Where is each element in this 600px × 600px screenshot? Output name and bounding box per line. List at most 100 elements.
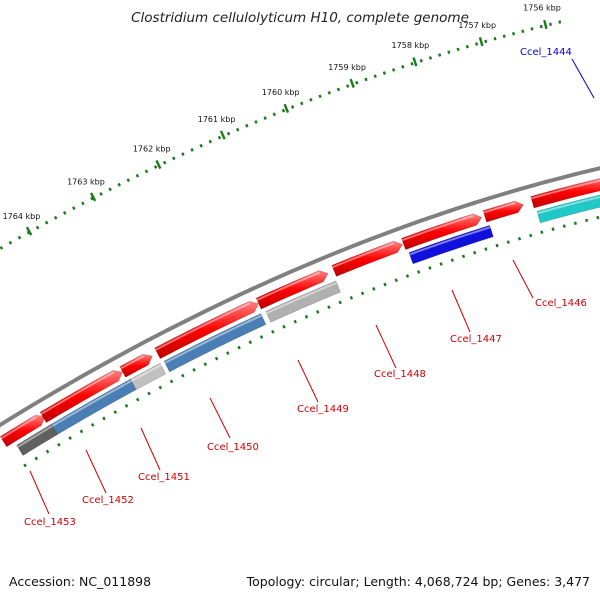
gene-label-ccel_1452: Ccel_1452	[82, 495, 134, 506]
forward-gene[interactable]	[530, 176, 600, 209]
ruler-tick	[190, 148, 194, 152]
gene-label-ccel_1449: Ccel_1449	[297, 404, 349, 415]
reverse-gene-ccel_1451[interactable]	[130, 362, 167, 391]
inner-tick	[237, 345, 241, 350]
forward-gene[interactable]	[331, 240, 403, 277]
ruler-tick	[90, 196, 94, 201]
reverse-gene-ccel_1446[interactable]	[536, 191, 600, 224]
inner-tick	[428, 266, 432, 270]
ruler-tick	[530, 27, 534, 31]
ruler-tick	[318, 94, 322, 99]
gene-highlight	[0, 416, 37, 440]
ruler-tick	[521, 29, 525, 34]
genome-summary: Topology: circular; Length: 4,068,724 bp…	[246, 574, 590, 589]
ruler-tick	[126, 178, 131, 183]
ruler-tick	[548, 22, 553, 27]
ruler-tick	[108, 187, 112, 192]
reverse-strand-genes	[16, 191, 600, 456]
gene-highlight	[332, 242, 395, 269]
label-leader-line	[375, 324, 397, 369]
label-leader-line	[297, 359, 319, 403]
ruler-tick	[153, 165, 158, 169]
ruler-tick	[217, 135, 222, 140]
inner-tick	[214, 356, 219, 361]
inner-tick	[45, 449, 50, 454]
inner-tick	[338, 300, 342, 305]
ruler-tick	[99, 192, 103, 196]
forward-gene[interactable]	[401, 213, 483, 250]
ruler-tick	[345, 84, 350, 88]
inner-tick	[360, 291, 365, 296]
inner-tick	[417, 270, 421, 274]
ruler-tick	[117, 182, 121, 187]
forward-gene[interactable]	[482, 200, 524, 223]
inner-tick	[473, 250, 477, 255]
ruler-tick	[226, 131, 231, 136]
gene-highlight	[537, 195, 600, 215]
inner-tick-ruler	[23, 215, 600, 468]
inner-tick	[147, 391, 151, 396]
ruler-tick	[135, 173, 140, 178]
label-leader-line	[140, 427, 161, 471]
gene-highlight	[130, 364, 162, 382]
forward-gene[interactable]	[154, 301, 260, 360]
scale-label: 1762 kbp	[133, 145, 171, 154]
inner-tick	[34, 456, 39, 461]
ruler-tick	[162, 160, 167, 165]
reverse-gene-ccel_1449[interactable]	[265, 280, 341, 323]
forward-strand-genes	[0, 176, 600, 448]
inner-tick	[529, 233, 533, 238]
ruler-tick	[382, 71, 387, 75]
ruler-tick	[456, 47, 460, 52]
inner-tick	[517, 236, 522, 241]
label-leader-line	[85, 449, 107, 494]
forward-gene[interactable]	[0, 414, 46, 448]
inner-tick	[551, 227, 555, 231]
ruler-tick	[355, 80, 359, 85]
inner-tick	[327, 305, 331, 309]
ruler-tick	[35, 225, 40, 230]
inner-tick	[540, 230, 544, 235]
ruler-tick	[208, 139, 213, 144]
genome-backbone	[0, 166, 600, 428]
gene-highlight	[155, 302, 251, 351]
scale-label: 1759 kbp	[328, 63, 366, 72]
ruler-tick	[8, 240, 13, 245]
gene-highlight	[164, 314, 263, 364]
inner-tick	[181, 373, 185, 378]
reverse-gene-ccel_1453[interactable]	[16, 423, 58, 456]
ruler-tick	[502, 34, 506, 38]
gene-highlight	[483, 202, 516, 214]
forward-gene[interactable]	[119, 354, 153, 378]
ruler-tick	[181, 152, 185, 156]
inner-tick	[596, 215, 600, 220]
inner-tick	[439, 262, 443, 266]
forward-gene[interactable]	[255, 270, 329, 310]
ruler-major-tick	[219, 130, 226, 140]
gene-highlight	[530, 179, 600, 200]
reverse-gene-ccel_1447[interactable]	[408, 224, 494, 265]
gene-label-ccel_1447: Ccel_1447	[450, 334, 502, 345]
scale-label: 1756 kbp	[523, 4, 561, 13]
gene-label-ccel_1450: Ccel_1450	[207, 442, 259, 453]
gene-label-ccel_1453: Ccel_1453	[24, 517, 76, 528]
inner-tick	[349, 295, 354, 300]
ruler-tick	[438, 53, 442, 57]
ruler-major-tick	[89, 192, 97, 202]
inner-tick	[226, 351, 230, 355]
scale-label: 1764 kbp	[3, 212, 41, 221]
scale-label: 1760 kbp	[262, 88, 300, 97]
reverse-gene-ccel_1450[interactable]	[163, 313, 267, 373]
gene-label-ccel_1444: Ccel_1444	[520, 47, 572, 58]
ruler-tick	[336, 87, 341, 92]
gene-highlight	[401, 214, 474, 242]
kbp-ruler: 1756 kbp 1757 kbp 1758 kbp 1759 kbp 1760 kbp…	[0, 4, 562, 250]
forward-gene[interactable]	[39, 370, 124, 423]
reverse-gene-ccel_1452[interactable]	[50, 378, 137, 435]
ruler-tick	[26, 230, 31, 235]
gene-highlight	[40, 371, 115, 415]
inner-tick	[304, 314, 309, 319]
ruler-tick	[391, 68, 396, 72]
ruler-tick	[53, 215, 58, 220]
